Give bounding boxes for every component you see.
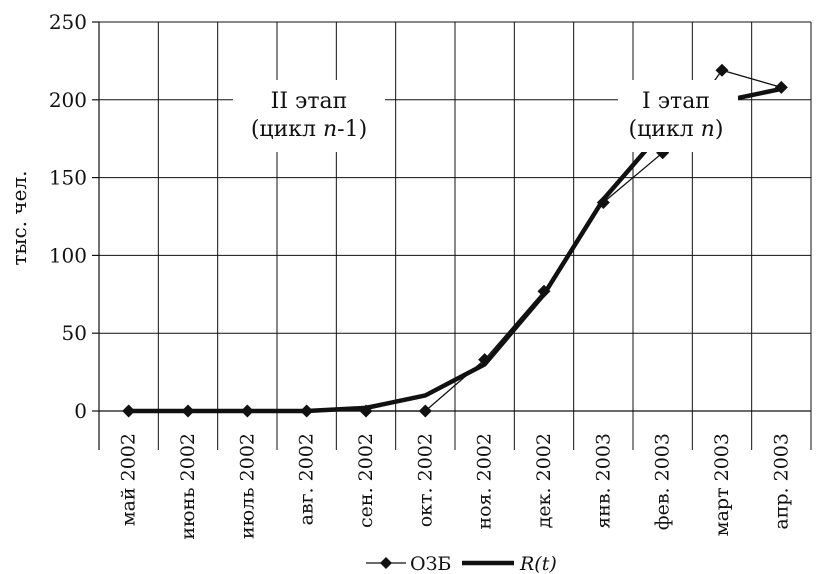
y-tick-label: 100 <box>49 243 87 267</box>
x-tick-label: дек. 2002 <box>533 433 555 528</box>
x-axis-tick-labels: май 2002 июнь 2002 июль 2002 авг. 2002 сен. … <box>118 433 793 540</box>
legend-item-rt: R(t) <box>462 553 557 574</box>
x-tick-label: янв. 2003 <box>592 433 614 529</box>
legend-ozb-marker <box>380 557 392 569</box>
x-tick-label: авг. 2002 <box>296 433 318 525</box>
annotation-stage-i-line2: (цикл n) <box>629 117 724 142</box>
point-ozb <box>181 404 195 418</box>
x-tick-label: май 2002 <box>118 433 140 526</box>
point-ozb <box>596 195 610 209</box>
x-tick-label: июль 2002 <box>236 433 258 539</box>
y-tick-label: 50 <box>62 321 87 345</box>
point-ozb <box>359 404 373 418</box>
x-tick-label: фев. 2003 <box>652 433 674 530</box>
series-markers <box>122 63 788 418</box>
y-tick-label: 0 <box>74 399 87 423</box>
annotation-stage-ii-line2: (цикл n-1) <box>251 117 367 142</box>
annotation-stage-i-bg <box>618 80 738 152</box>
y-axis-label: тыс. чел. <box>7 170 31 265</box>
x-tick-label: апр. 2003 <box>770 433 792 530</box>
legend-rt-label: R(t) <box>519 553 557 574</box>
y-tick-label: 150 <box>49 166 87 190</box>
point-ozb <box>418 404 432 418</box>
annotation-stage-ii-bg <box>233 80 385 152</box>
y-tick-label: 250 <box>49 10 87 34</box>
point-ozb <box>537 284 551 298</box>
point-ozb <box>300 404 314 418</box>
legend-ozb-label: ОЗБ <box>410 553 451 574</box>
point-ozb <box>122 404 136 418</box>
y-axis-ticks: 0 50 100 150 200 250 <box>49 10 99 423</box>
point-ozb <box>774 80 788 94</box>
annotation-stage-ii: II этап (цикл n-1) <box>233 80 385 152</box>
legend: ОЗБ R(t) <box>366 553 557 574</box>
x-tick-label: ноя. 2002 <box>474 433 496 530</box>
annotation-stage-ii-line1: II этап <box>271 89 348 114</box>
x-tick-label: сен. 2002 <box>355 433 377 528</box>
annotation-stage-i-line1: I этап <box>642 89 710 114</box>
point-ozb <box>478 353 492 367</box>
point-ozb <box>715 63 729 77</box>
x-tick-label: окт. 2002 <box>414 433 436 527</box>
point-ozb <box>240 404 254 418</box>
x-tick-label: март 2003 <box>711 433 733 536</box>
x-tick-label: июнь 2002 <box>177 433 199 540</box>
annotation-stage-i: I этап (цикл n) <box>618 80 738 152</box>
legend-item-ozb: ОЗБ <box>366 553 451 574</box>
grid-lines <box>99 21 812 450</box>
y-tick-label: 200 <box>49 88 87 112</box>
